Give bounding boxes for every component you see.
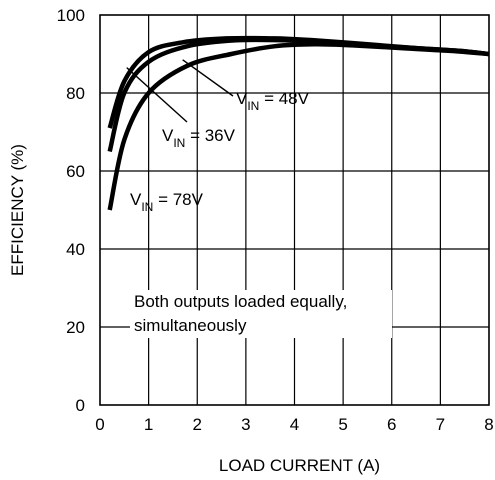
x-tick-label: 1: [144, 415, 153, 434]
x-tick-label: 0: [95, 415, 104, 434]
series-label-main: V: [162, 126, 174, 145]
series-label-rest: = 78V: [153, 190, 203, 209]
plot-frame: [99, 14, 490, 406]
label-leader-lines: [126, 59, 234, 123]
x-tick-label: 6: [387, 415, 396, 434]
annotation-line-1: Both outputs loaded equally,: [134, 292, 347, 311]
grid-lines: [100, 15, 489, 405]
annotation-note: Both outputs loaded equally, simultaneou…: [130, 290, 392, 338]
x-tick-label: 4: [290, 415, 299, 434]
x-tick-label: 8: [484, 415, 493, 434]
series-label-vin-36v: VIN = 36V: [162, 126, 236, 150]
y-tick-label: 100: [57, 6, 85, 25]
series-label-subscript: IN: [141, 200, 153, 214]
y-tick-label: 0: [76, 396, 85, 415]
y-axis-title: EFFICIENCY (%): [8, 144, 27, 276]
annotation-background: [130, 290, 392, 338]
y-tick-label: 40: [66, 240, 85, 259]
x-tick-label: 7: [436, 415, 445, 434]
leader-line: [182, 59, 234, 97]
y-tick-labels: 0 20 40 60 80 100: [57, 6, 85, 415]
annotation-line-2: simultaneously: [134, 316, 247, 335]
x-tick-label: 3: [241, 415, 250, 434]
series-label-subscript: IN: [247, 99, 259, 113]
x-tick-labels: 0 1 2 3 4 5 6 7 8: [95, 415, 493, 434]
series-label-main: V: [130, 190, 142, 209]
series-label-vin-78v: VIN = 78V: [130, 190, 204, 214]
y-tick-label: 20: [66, 318, 85, 337]
x-axis-title: LOAD CURRENT (A): [219, 456, 380, 475]
leader-line: [126, 67, 188, 123]
efficiency-curves: [107, 35, 490, 211]
x-tick-label: 5: [338, 415, 347, 434]
series-line-2: [107, 42, 490, 211]
series-label-subscript: IN: [173, 136, 185, 150]
series-label-main: V: [236, 89, 248, 108]
y-tick-label: 60: [66, 162, 85, 181]
series-label-rest: = 36V: [185, 126, 235, 145]
series-label-rest: = 48V: [259, 89, 309, 108]
series-label-vin-48v: VIN = 48V: [236, 89, 310, 113]
y-tick-label: 80: [66, 84, 85, 103]
x-tick-label: 2: [193, 415, 202, 434]
